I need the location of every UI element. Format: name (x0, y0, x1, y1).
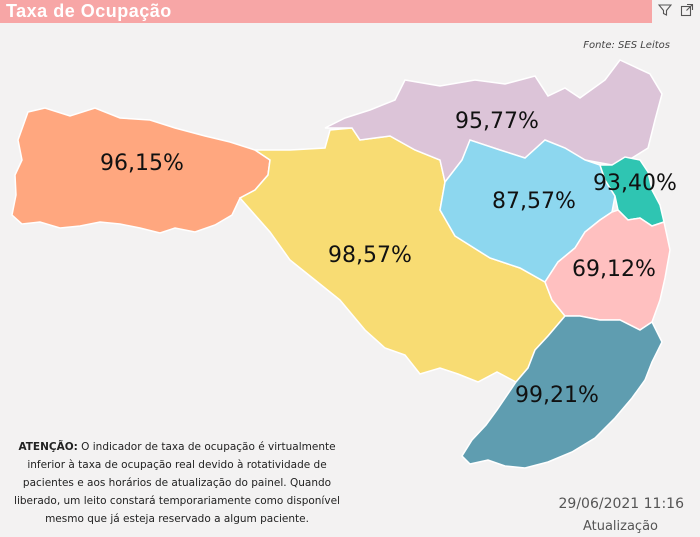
region-norte[interactable] (324, 59, 663, 184)
label-vale: 87,57% (492, 189, 576, 214)
label-meio-oeste: 98,57% (328, 243, 412, 268)
label-norte: 95,77% (455, 109, 539, 134)
label-oeste: 96,15% (100, 151, 184, 176)
expand-icon[interactable] (679, 3, 695, 19)
note-text: O indicador de taxa de ocupação é virtua… (14, 441, 340, 525)
region-grande-florianopolis[interactable] (544, 209, 671, 331)
label-foz: 93,40% (593, 171, 677, 196)
region-vale[interactable] (439, 139, 616, 283)
attention-note: ATENÇÃO: O indicador de taxa de ocupação… (12, 438, 342, 528)
label-grande-florianopolis: 69,12% (572, 257, 656, 282)
title-bar: Taxa de Ocupação (0, 0, 652, 23)
filter-icon[interactable] (657, 3, 673, 19)
update-label: Atualização (582, 519, 658, 534)
region-sul[interactable] (461, 315, 663, 469)
page-title: Taxa de Ocupação (6, 1, 172, 21)
region-oeste[interactable] (11, 107, 271, 234)
source-text: Fonte: SES Leitos (583, 40, 670, 51)
label-sul: 99,21% (515, 383, 599, 408)
update-timestamp: 29/06/2021 11:16 (558, 496, 685, 512)
note-bold: ATENÇÃO: (18, 441, 78, 453)
